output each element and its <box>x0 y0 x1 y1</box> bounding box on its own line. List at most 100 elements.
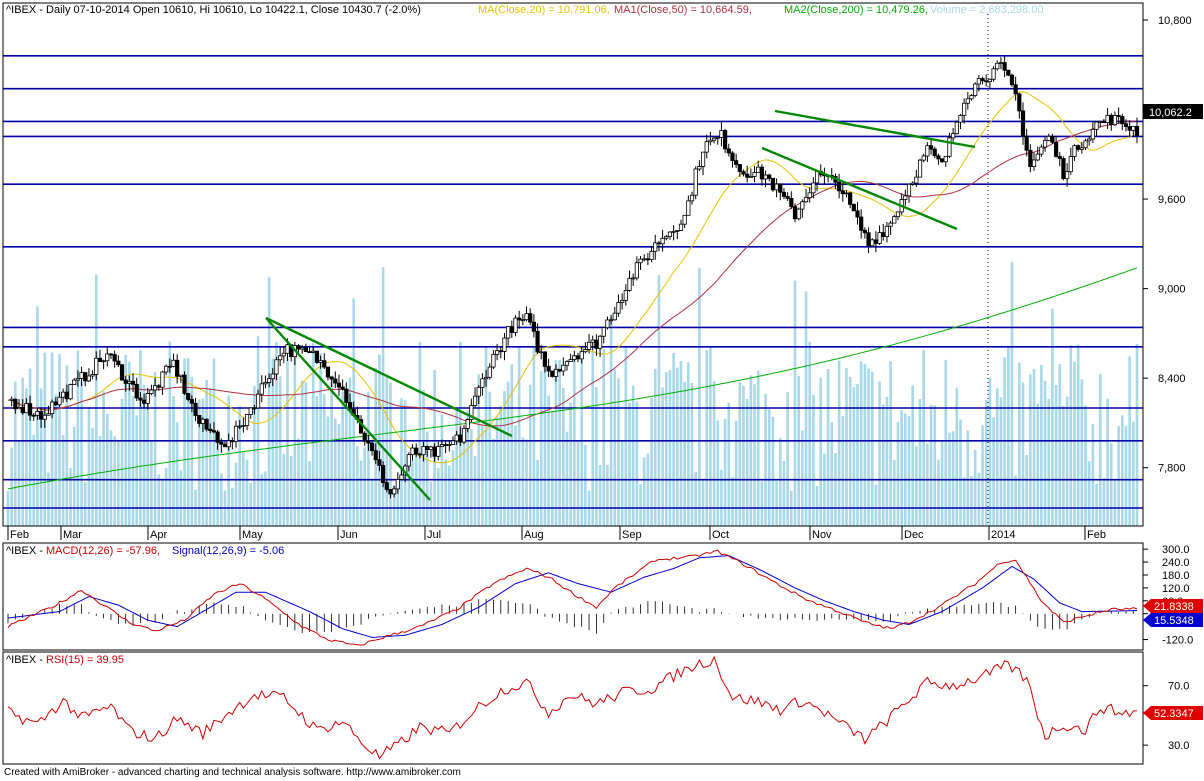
volume-bar <box>231 487 234 526</box>
volume-bar <box>411 460 414 526</box>
candle-body <box>792 206 798 220</box>
volume-bar <box>1006 345 1010 526</box>
volume-bar <box>234 462 238 526</box>
volume-bar <box>856 384 859 526</box>
volume-bar <box>558 359 561 526</box>
volume-bar <box>286 358 289 526</box>
volume-bar <box>609 317 613 526</box>
volume-bar <box>201 398 205 526</box>
candle-body <box>50 401 55 415</box>
candle-body <box>789 198 794 207</box>
volume-bar <box>734 420 738 526</box>
volume-bar <box>782 460 786 526</box>
candle-body <box>998 62 1004 64</box>
candle-body <box>528 313 533 323</box>
candle-body <box>925 145 930 157</box>
candle-body <box>1072 145 1077 157</box>
volume-bar <box>264 471 267 526</box>
volume-bar <box>157 474 161 526</box>
candle-body <box>204 418 209 430</box>
macd-tick-label: 120.0 <box>1162 583 1190 595</box>
candle-body <box>178 374 183 377</box>
candle-body <box>631 277 636 280</box>
candle-body <box>752 172 757 177</box>
volume-bar <box>484 346 488 526</box>
volume-bar <box>105 413 109 526</box>
candle-body <box>991 68 996 80</box>
candle-body <box>590 339 595 343</box>
candle-body <box>862 229 867 234</box>
volume-bar <box>1080 379 1084 526</box>
volume-bar <box>444 459 447 526</box>
volume-bar <box>547 395 550 526</box>
candle-body <box>1098 121 1103 123</box>
candle-body <box>119 364 125 381</box>
candle-body <box>524 313 529 321</box>
volume-bar <box>128 361 131 526</box>
volume-bar <box>403 400 407 526</box>
candle-body <box>392 488 397 495</box>
month-label: Feb <box>1087 529 1106 541</box>
candle-body <box>244 414 250 426</box>
candle-body <box>1057 156 1062 159</box>
volume-bar <box>72 426 76 526</box>
candle-body <box>340 386 345 390</box>
volume-bar <box>197 399 201 526</box>
candle-body <box>704 141 709 153</box>
candle-body <box>723 130 728 150</box>
volume-bar <box>812 394 815 526</box>
volume-bar <box>14 381 17 526</box>
volume-bar <box>1117 426 1120 526</box>
candle-body <box>483 376 489 380</box>
volume-bar <box>190 376 194 526</box>
volume-bar <box>245 459 249 526</box>
candle-body <box>458 434 463 443</box>
volume-bar <box>852 387 856 526</box>
candle-body <box>72 379 77 385</box>
volume-bar <box>889 361 892 526</box>
volume-bar <box>87 406 91 526</box>
volume-bar <box>1018 362 1021 526</box>
macd-tick-label: -120.0 <box>1162 635 1193 647</box>
last-price-label: 10,062.2 <box>1149 107 1192 119</box>
volume-bar <box>1032 369 1036 526</box>
candle-body <box>837 181 842 192</box>
candle-body <box>86 375 92 382</box>
volume-bar <box>940 440 944 526</box>
volume-bar <box>319 353 322 526</box>
candle-body <box>167 365 172 368</box>
candle-body <box>572 355 577 360</box>
volume-bar <box>562 388 565 526</box>
candle-body <box>141 399 147 404</box>
candle-body <box>296 345 301 350</box>
candle-body <box>1120 116 1125 125</box>
candle-body <box>300 347 305 350</box>
candle-body <box>969 95 974 100</box>
candle-body <box>454 434 459 442</box>
candle-body <box>550 370 555 377</box>
volume-bar <box>698 267 701 526</box>
candle-body <box>973 83 978 96</box>
candle-body <box>94 357 99 375</box>
volume-bar <box>830 422 834 526</box>
candle-body <box>1065 171 1070 180</box>
volume-bar <box>289 455 293 526</box>
volume-bar <box>926 443 929 526</box>
candle-body <box>381 464 386 484</box>
volume-bar <box>628 402 631 526</box>
volume-bar <box>532 347 536 526</box>
candle-body <box>406 454 411 467</box>
signal-value-label: 15.5348 <box>1154 615 1194 627</box>
candle-body <box>377 459 382 466</box>
rsi-header: ^IBEX - RSI(15) = 39.95 <box>6 654 124 666</box>
candle-body <box>366 440 371 444</box>
macd-line <box>7 549 1138 646</box>
volume-bar <box>462 428 466 526</box>
candle-body <box>781 191 787 197</box>
volume-bar <box>870 371 874 526</box>
volume-bar <box>845 368 848 526</box>
candle-body <box>921 155 926 161</box>
volume-bar <box>425 431 429 526</box>
candle-body <box>134 383 139 399</box>
candle-body <box>278 355 283 361</box>
